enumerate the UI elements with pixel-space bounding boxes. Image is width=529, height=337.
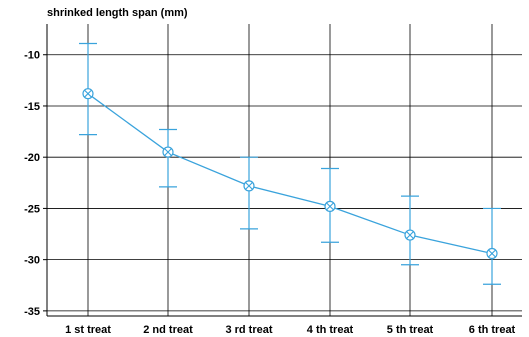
data-point [162,146,174,158]
series-line [82,88,498,260]
point-cross [488,249,496,258]
series-path [87,93,493,255]
data-point [404,229,416,241]
x-tick-label: 4 th treat [307,324,354,336]
y-tick-label: -35 [24,306,40,318]
x-tick-label: 6 th treat [469,324,516,336]
x-tick-label: 5 th treat [387,324,434,336]
y-tick-label: -20 [24,152,40,164]
x-tick-label: 3 rd treat [225,324,272,336]
y-tick-label: -15 [24,101,40,113]
data-point [82,88,94,100]
point-cross [84,89,92,98]
y-tick-labels: -10 -15 -20 -25 -30 -35 [24,50,40,318]
point-cross [164,148,172,156]
x-tick-label: 2 nd treat [143,324,193,336]
x-tick-label: 1 st treat [65,324,111,336]
data-point [486,247,498,260]
y-tick-label: -30 [24,255,40,267]
chart-title: shrinked length span (mm) [47,7,188,19]
grid [43,24,522,317]
point-cross [326,202,334,211]
error-bars [79,42,501,285]
data-point [243,180,255,192]
y-tick-label: -25 [24,203,40,215]
y-tick-label: -10 [24,50,40,62]
data-point [324,200,336,212]
point-cross [245,182,253,190]
x-tick-labels: 1 st treat 2 nd treat 3 rd treat 4 th treat… [65,324,515,336]
point-cross [406,231,414,239]
